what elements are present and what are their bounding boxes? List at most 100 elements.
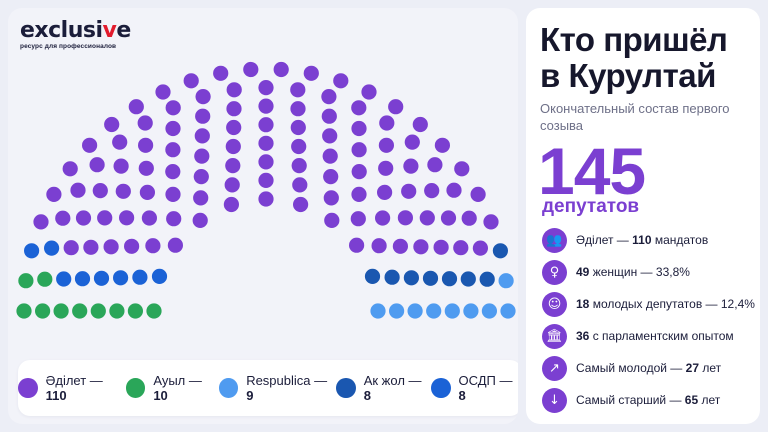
arrow-down-icon: ↓ [542,388,567,413]
seat-dot [480,272,495,287]
seat-dot [258,173,273,188]
hemicycle-chart [8,8,518,338]
seat-dot [304,66,319,81]
stat-row: 🏛 36 с парламентским опытом [542,320,756,352]
seat-dot [293,197,308,212]
page-subtitle: Окончательный состав первого созыва [540,100,750,134]
seat-dot [258,191,273,206]
seat-dot [388,99,403,114]
seat-dot [290,101,305,116]
seat-dot [37,272,52,287]
seat-dot [258,99,273,114]
legend-item: ОСДП — 8 [431,373,518,403]
seat-dot [333,73,348,88]
stat-row: ↗ Самый молодой — 27 лет [542,352,756,384]
seat-dot [291,120,306,135]
seat-dot [370,303,385,318]
seat-dot [446,183,461,198]
seat-dot [104,239,119,254]
seat-dot [442,271,457,286]
seat-dot [63,161,78,176]
seat-dot [18,273,33,288]
seat-dot [292,158,307,173]
female-icon: ♀ [542,260,567,285]
seat-dot [226,139,241,154]
seat-dot [292,177,307,192]
seat-dot [116,184,131,199]
legend-label: Respublica — 9 [246,373,336,403]
seat-dot [351,211,366,226]
seat-dot [35,303,50,318]
seat-dot [140,185,155,200]
seat-dot [145,238,160,253]
seat-dot [351,187,366,202]
seat-dot [274,62,289,77]
seat-dot [322,109,337,124]
seat-dot [323,149,338,164]
seat-dot [129,99,144,114]
seat-dot [24,243,39,258]
seat-dot [64,240,79,255]
stat-text: 36 с парламентским опытом [576,329,734,343]
seat-dot [165,142,180,157]
seat-dot [76,210,91,225]
seat-dot [473,241,488,256]
seat-dot [213,66,228,81]
seat-dot [165,164,180,179]
seat-dot [324,213,339,228]
legend-label: Ауыл — 10 [153,373,218,403]
total-deputies-number: 145 [538,138,645,204]
legend-swatch [126,378,146,398]
seat-dot [97,210,112,225]
seat-dot [351,121,366,136]
seat-dot [195,128,210,143]
seat-dot [226,120,241,135]
seat-dot [461,271,476,286]
total-deputies-label: депутатов [542,196,639,218]
seat-dot [290,82,305,97]
people-icon: 👥 [542,228,567,253]
seat-dot [193,190,208,205]
seat-dot [424,183,439,198]
seat-dot [224,197,239,212]
seat-dot [413,239,428,254]
seat-dot [420,210,435,225]
seat-dot [146,303,161,318]
seat-dot [423,271,438,286]
legend-item: Әділет — 110 [18,373,126,403]
seat-dot [377,185,392,200]
seat-dot [139,161,154,176]
seat-dot [196,89,211,104]
stat-row: 👥 Әділет — 110 мандатов [542,224,756,256]
seat-dot [321,89,336,104]
seat-dot [258,154,273,169]
legend-swatch [18,378,38,398]
legend-swatch [431,378,451,398]
seat-dot [493,243,508,258]
seat-dot [483,214,498,229]
seat-dot [291,139,306,154]
seat-dot [227,82,242,97]
seat-dot [405,135,420,150]
seat-dot [352,142,367,157]
seat-dot [445,303,460,318]
legend-swatch [219,378,239,398]
seat-dot [379,138,394,153]
seat-dot [323,169,338,184]
seat-dot [119,210,134,225]
seat-dot [165,187,180,202]
seat-dot [378,161,393,176]
legend-label: ОСДП — 8 [459,373,518,403]
legend-label: Әділет — 110 [46,373,126,403]
seat-dot [109,303,124,318]
seat-dot [114,159,129,174]
seat-dot [375,210,390,225]
legend-item: Respublica — 9 [219,373,337,403]
stat-row: ↓ Самый старший — 65 лет [542,384,756,416]
stat-text: Самый старший — 65 лет [576,393,720,407]
seat-dot [155,84,170,99]
seat-dot [55,211,70,226]
seat-dot [152,269,167,284]
seat-dot [352,164,367,179]
seat-dot [427,157,442,172]
